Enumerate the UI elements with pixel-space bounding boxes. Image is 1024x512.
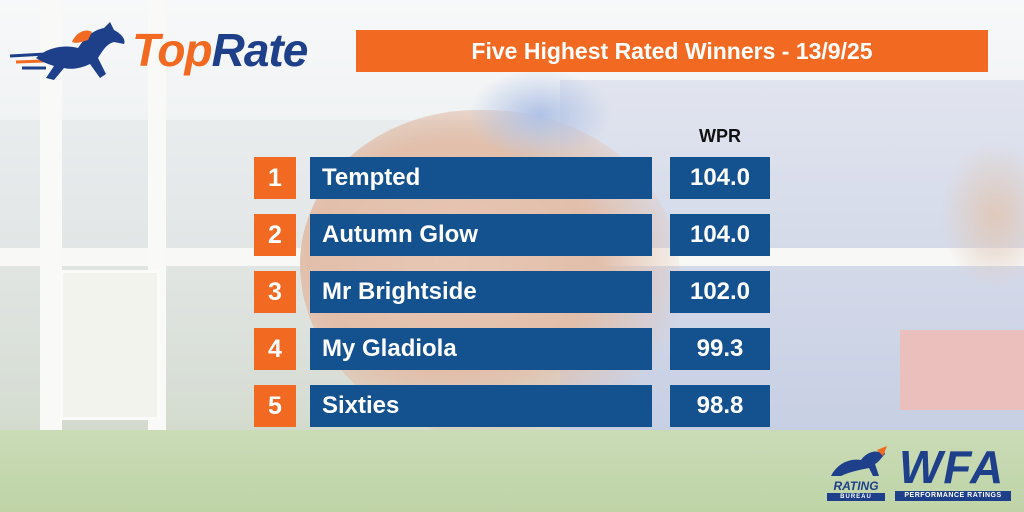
logo-rate-text: Rate — [211, 24, 309, 76]
rank-badge: 4 — [254, 328, 296, 370]
wpr-value: 104.0 — [670, 214, 770, 256]
wpr-column-header: WPR — [699, 126, 741, 146]
wpr-value: 104.0 — [670, 157, 770, 199]
page-title: Five Highest Rated Winners - 13/9/25 — [471, 37, 873, 64]
rating-bureau-horse-icon — [831, 446, 887, 476]
toprate-logo: TopRate — [6, 18, 336, 84]
rank-badge: 2 — [254, 214, 296, 256]
horse-name: Mr Brightside — [310, 271, 652, 313]
wfa-text: WFA — [899, 441, 1005, 493]
logo-top-text: Top — [132, 24, 213, 76]
wfa-logo: WFA PERFORMANCE RATINGS — [893, 443, 1011, 503]
rank-badge: 3 — [254, 271, 296, 313]
horse-name: My Gladiola — [310, 328, 652, 370]
wfa-subtext: PERFORMANCE RATINGS — [895, 491, 1011, 501]
wpr-value: 102.0 — [670, 271, 770, 313]
horse-name: Autumn Glow — [310, 214, 652, 256]
logo-wordmark: TopRate — [132, 24, 309, 76]
rank-badge: 1 — [254, 157, 296, 199]
title-banner: Five Highest Rated Winners - 13/9/25 — [356, 30, 988, 72]
horse-name: Sixties — [310, 385, 652, 427]
wpr-value: 99.3 — [670, 328, 770, 370]
rank-badge: 5 — [254, 385, 296, 427]
rating-bureau-logo: RATING BUREAU — [823, 446, 889, 502]
rating-bureau-subtext: BUREAU — [827, 493, 885, 501]
wpr-value: 98.8 — [670, 385, 770, 427]
rating-bureau-text: RATING — [833, 479, 879, 493]
horse-name: Tempted — [310, 157, 652, 199]
racehorse-icon — [9, 22, 125, 80]
